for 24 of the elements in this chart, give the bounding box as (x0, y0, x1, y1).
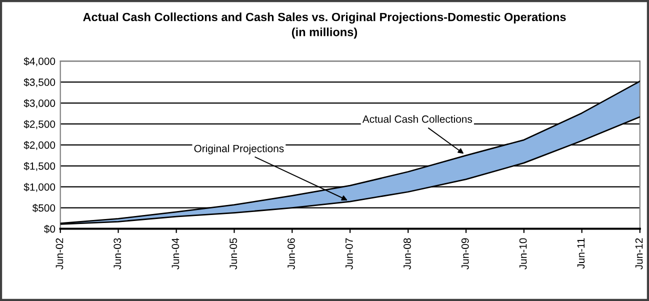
y-tick-label: $500 (32, 204, 56, 212)
x-tick-label: Jun-08 (404, 238, 411, 270)
y-tick-label: $1,000 (24, 182, 56, 192)
x-tick-label: Jun-03 (114, 238, 122, 270)
x-tick-label: Jun-09 (461, 238, 469, 270)
x-tick-label: Jun-10 (519, 238, 527, 270)
x-tick-label: Jun-11 (577, 238, 585, 269)
chart-title: Actual Cash Collections and Cash Sales vs. Original Projections-Domestic Operations (83, 12, 566, 24)
x-tick-label: Jun-02 (56, 238, 64, 270)
x-tick-label: Jun-05 (230, 238, 238, 270)
x-tick-label: Jun-12 (635, 238, 643, 270)
y-tick-label: $0 (44, 224, 56, 234)
x-tick-label: Jun-04 (172, 238, 180, 270)
y-tick-label: $2,000 (24, 140, 56, 150)
annotation: Actual Cash Collections (362, 115, 472, 123)
x-tick-label: Jun-07 (345, 238, 353, 270)
y-tick-label: $2,500 (24, 120, 56, 130)
y-tick-label: $3,000 (24, 99, 56, 108)
x-tick-label: Jun-06 (288, 238, 295, 270)
y-tick-label: $1,500 (24, 162, 56, 171)
y-tick-label: $3,500 (24, 78, 56, 88)
chart-subtitle: (in millions) (292, 28, 358, 39)
annotation: Original Projections (194, 144, 284, 154)
y-tick-label: $4,000 (24, 57, 56, 66)
